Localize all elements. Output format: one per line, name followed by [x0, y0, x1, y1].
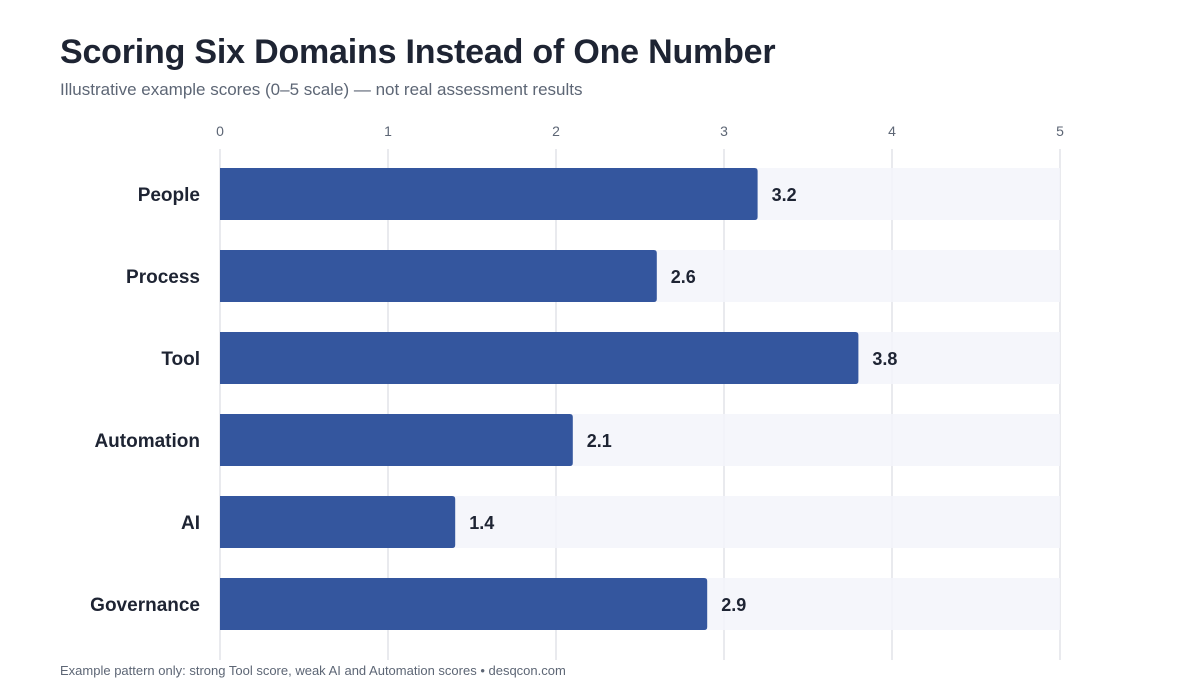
category-label: Automation: [94, 431, 200, 452]
bar: [220, 168, 758, 220]
x-tick-label: 1: [384, 123, 392, 139]
value-label: 2.6: [671, 267, 696, 287]
x-tick-label: 2: [552, 123, 560, 139]
page-subtitle: Illustrative example scores (0–5 scale) …: [60, 80, 583, 99]
category-label: People: [138, 185, 200, 206]
bar-row: Governance 2.9: [90, 578, 1060, 630]
category-label: Tool: [161, 349, 200, 370]
value-label: 1.4: [469, 513, 494, 533]
bar: [220, 414, 573, 466]
value-label: 2.1: [587, 431, 612, 451]
category-label: AI: [181, 513, 200, 534]
bar-row: Automation 2.1: [94, 414, 1060, 466]
bar: [220, 332, 859, 384]
bar-row: Process 2.6: [126, 250, 1060, 302]
value-label: 3.2: [772, 185, 797, 205]
category-label: Governance: [90, 595, 200, 616]
bar: [220, 496, 456, 548]
grid-lines: [219, 149, 1061, 660]
bar: [220, 250, 657, 302]
category-label: Process: [126, 267, 200, 288]
bar: [220, 578, 708, 630]
bar-row: AI 1.4: [181, 496, 1060, 548]
value-label: 3.8: [872, 349, 897, 369]
x-tick-label: 0: [216, 123, 224, 139]
x-tick-label: 4: [888, 123, 896, 139]
page-title: Scoring Six Domains Instead of One Numbe…: [60, 33, 776, 71]
x-axis-ticks: 0 1 2 3 4 5: [216, 123, 1064, 139]
value-label: 2.9: [721, 595, 746, 615]
x-tick-label: 5: [1056, 123, 1064, 139]
x-tick-label: 3: [720, 123, 728, 139]
bar-row: Tool 3.8: [161, 332, 1060, 384]
bar-row: People 3.2: [138, 168, 1060, 220]
footnote: Example pattern only: strong Tool score,…: [60, 663, 566, 678]
